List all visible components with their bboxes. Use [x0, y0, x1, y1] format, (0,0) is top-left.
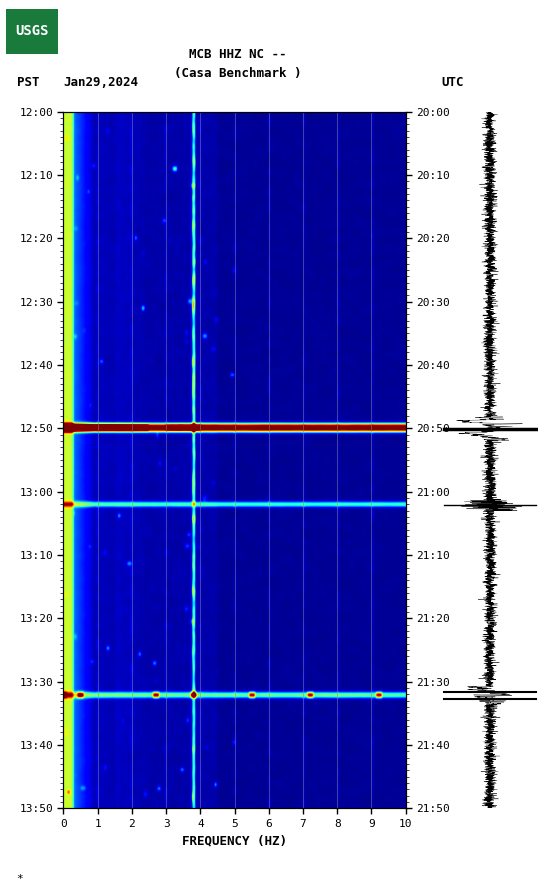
Text: (Casa Benchmark ): (Casa Benchmark ): [174, 67, 301, 80]
FancyBboxPatch shape: [6, 9, 58, 54]
Text: MCB HHZ NC --: MCB HHZ NC --: [189, 47, 286, 61]
Text: PST: PST: [17, 76, 39, 89]
Text: *: *: [17, 874, 23, 884]
Text: USGS: USGS: [15, 24, 49, 38]
X-axis label: FREQUENCY (HZ): FREQUENCY (HZ): [182, 834, 287, 847]
Text: Jan29,2024: Jan29,2024: [63, 76, 139, 89]
Text: UTC: UTC: [442, 76, 464, 89]
